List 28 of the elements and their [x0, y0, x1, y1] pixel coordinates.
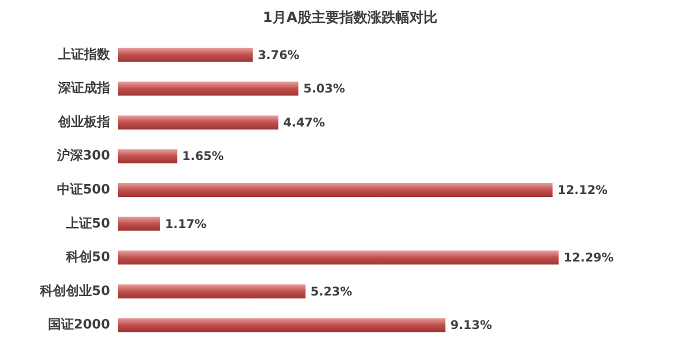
- y-tick-label: 上证50: [64, 216, 110, 232]
- chart-title: 1月A股主要指数涨跌幅对比: [262, 9, 438, 26]
- y-tick-label: 创业板指: [57, 114, 110, 130]
- y-tick-label: 中证500: [56, 182, 110, 198]
- y-tick-label: 科创创业50: [38, 284, 110, 299]
- bar: [118, 149, 178, 164]
- y-tick-label: 深证成指: [57, 81, 110, 96]
- data-label: 3.76%: [258, 48, 300, 62]
- data-label: 12.29%: [564, 250, 614, 265]
- data-label: 4.47%: [283, 115, 325, 130]
- bar: [118, 318, 446, 332]
- y-tick-label: 国证2000: [48, 318, 110, 333]
- bar: [118, 284, 306, 298]
- data-label: 1.65%: [182, 149, 224, 164]
- y-tick-label: 上证指数: [57, 47, 111, 62]
- data-label: 1.17%: [164, 216, 207, 231]
- y-tick-label: 科创50: [64, 250, 110, 266]
- data-label: 9.13%: [450, 318, 492, 332]
- data-label: 5.23%: [310, 284, 352, 298]
- bar: [118, 250, 559, 265]
- y-tick-label: 沪深300: [56, 148, 110, 164]
- bar: [118, 82, 298, 96]
- data-label: 12.12%: [558, 183, 608, 197]
- bar: [118, 48, 253, 62]
- data-label: 5.03%: [303, 82, 345, 96]
- bar: [118, 183, 553, 197]
- bar: [118, 216, 160, 231]
- bar: [118, 115, 278, 130]
